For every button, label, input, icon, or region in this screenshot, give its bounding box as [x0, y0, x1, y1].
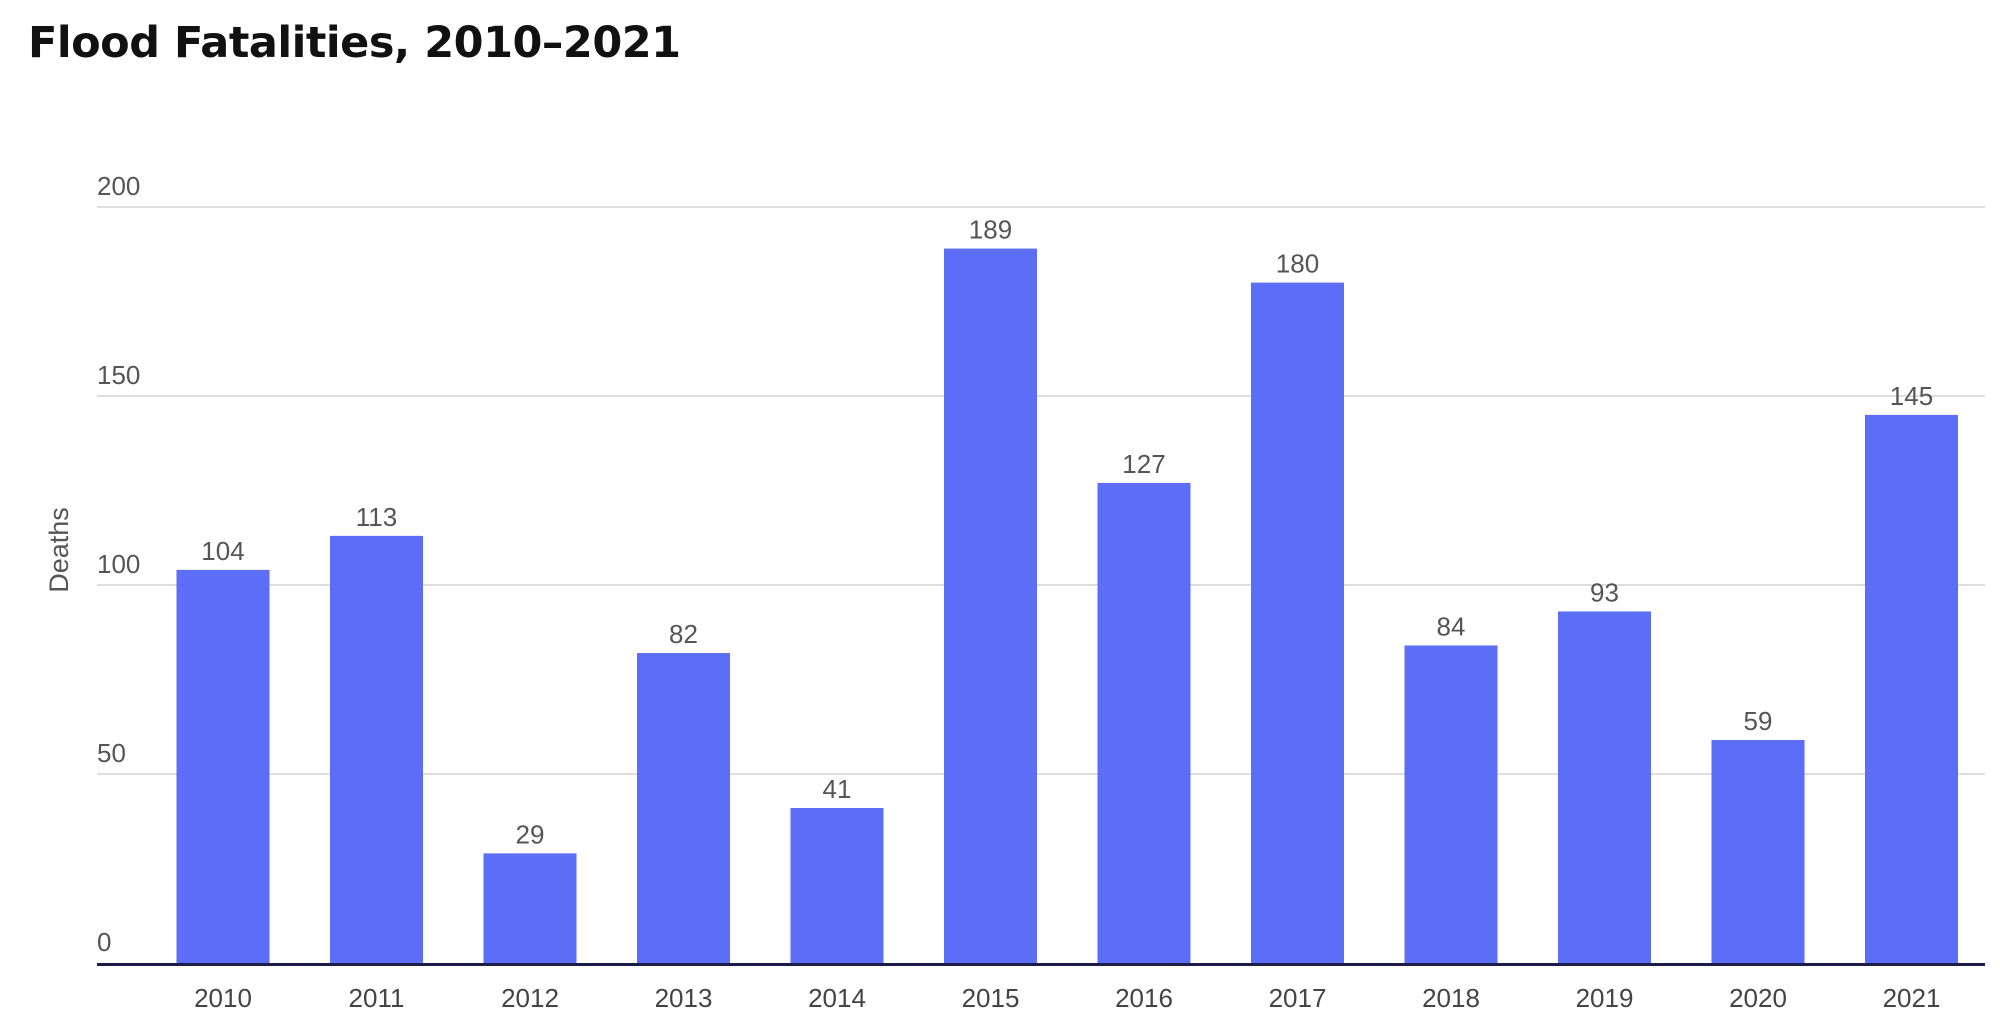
data-label: 84: [1437, 611, 1466, 641]
x-tick-label: 2018: [1422, 983, 1480, 1013]
data-labels: 104 113 29 82 41 189 127 180 84 93 59 145: [201, 215, 1933, 850]
data-label: 127: [1122, 449, 1165, 479]
y-tick-label: 200: [97, 171, 140, 201]
x-tick-label: 2013: [655, 983, 713, 1013]
data-label: 29: [516, 819, 545, 849]
data-label: 93: [1590, 577, 1619, 607]
bars: [176, 248, 1958, 964]
y-tick-label: 150: [97, 360, 140, 390]
x-tick-label: 2021: [1883, 983, 1941, 1013]
data-label: 104: [201, 536, 244, 566]
x-tick-label: 2011: [349, 983, 405, 1013]
bar-2013: [637, 653, 730, 963]
bar-2011: [330, 535, 423, 963]
bar-2015: [944, 248, 1037, 963]
x-tick-label: 2010: [194, 983, 252, 1013]
data-label: 189: [969, 215, 1012, 245]
x-tick-label: 2016: [1115, 983, 1173, 1013]
x-axis-ticks: 2010 2011 2012 2013 2014 2015 2016 2017 2018 2019…: [194, 983, 1940, 1013]
y-tick-label: 0: [97, 927, 111, 957]
x-tick-label: 2012: [501, 983, 559, 1013]
bar-2016: [1097, 482, 1191, 963]
bar-2012: [483, 853, 577, 963]
data-label: 41: [823, 774, 852, 804]
y-tick-label: 50: [97, 738, 126, 768]
data-label: 113: [356, 502, 397, 532]
data-label: 180: [1276, 249, 1319, 279]
bar-2021: [1865, 414, 1958, 963]
x-tick-label: 2014: [808, 983, 866, 1013]
chart-title: Flood Fatalities, 2010–2021: [28, 18, 681, 68]
y-axis-title: Deaths: [44, 507, 74, 593]
x-tick-label: 2020: [1729, 983, 1787, 1013]
bar-2014: [790, 808, 884, 963]
data-label: 145: [1890, 381, 1933, 411]
data-label: 59: [1744, 706, 1773, 736]
bar-2017: [1251, 282, 1344, 964]
x-tick-label: 2015: [962, 983, 1020, 1013]
data-label: 82: [669, 619, 698, 649]
bar-2019: [1558, 611, 1651, 963]
bar-2010: [176, 569, 270, 963]
bar-2018: [1404, 645, 1498, 963]
y-axis-ticks: 0 50 100 150 200: [97, 171, 140, 957]
bar-2020: [1711, 739, 1805, 963]
x-tick-label: 2019: [1576, 983, 1634, 1013]
x-tick-label: 2017: [1269, 983, 1327, 1013]
y-tick-label: 100: [97, 549, 140, 579]
